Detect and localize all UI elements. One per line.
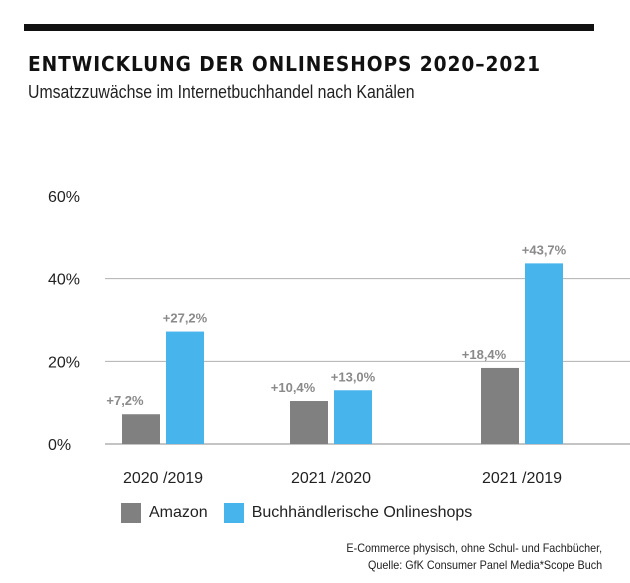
bar-amazon	[122, 414, 160, 444]
legend-label: Buchhändlerische Onlineshops	[251, 504, 473, 521]
x-tick-label: 2021 /2020	[291, 470, 371, 487]
legend-swatch-buchhandel	[223, 503, 244, 523]
top-rule	[24, 24, 594, 31]
data-label: +27,2%	[163, 311, 208, 326]
data-label: +18,4%	[462, 347, 507, 362]
legend-swatch-amazon	[121, 503, 141, 523]
chart-title: ENTWICKLUNG DER ONLINESHOPS 2020–2021	[28, 52, 541, 76]
source-line: Quelle: GfK Consumer Panel Media*Scope B…	[367, 558, 602, 572]
y-tick-label: 40%	[48, 272, 80, 289]
y-tick-label: 0%	[48, 437, 71, 454]
x-tick-label: 2021 /2019	[482, 470, 562, 487]
legend-label: Amazon	[149, 504, 208, 521]
legend: Amazon Buchhändlerische Onlineshops	[121, 503, 488, 523]
bar-buchhandel	[334, 390, 372, 444]
source-note: E-Commerce physisch, ohne Schul- und Fac…	[346, 540, 602, 574]
bar-buchhandel	[166, 331, 204, 444]
data-label: +7,2%	[106, 393, 144, 408]
y-tick-label: 60%	[48, 189, 80, 206]
x-tick-label: 2020 /2019	[123, 470, 203, 487]
bar-buchhandel	[525, 263, 563, 444]
bar-amazon	[290, 401, 328, 444]
legend-item-buchhandel: Buchhändlerische Onlineshops	[223, 503, 473, 523]
bar-amazon	[481, 367, 519, 444]
data-label: +10,4%	[271, 380, 316, 395]
data-label: +43,7%	[522, 242, 567, 257]
data-label: +13,0%	[331, 369, 376, 384]
chart-subtitle: Umsatzzuwächse im Internetbuchhandel nac…	[28, 82, 415, 102]
legend-item-amazon: Amazon	[121, 503, 208, 523]
source-line: E-Commerce physisch, ohne Schul- und Fac…	[346, 541, 602, 555]
y-tick-label: 20%	[48, 354, 80, 371]
